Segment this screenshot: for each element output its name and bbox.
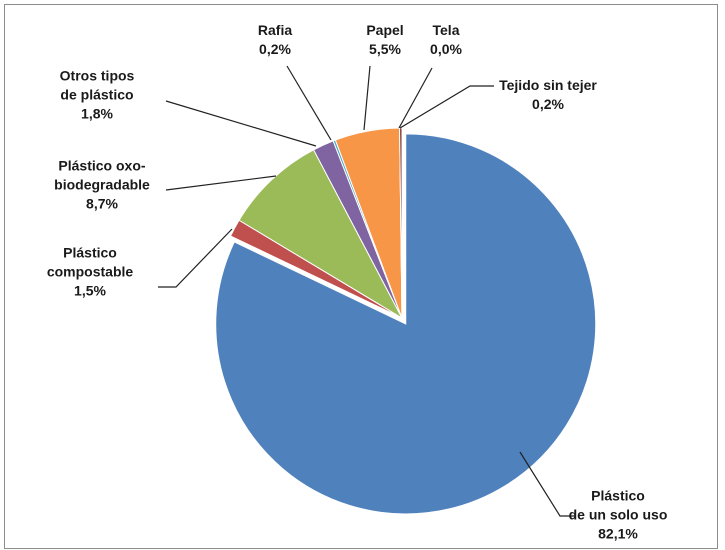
value-label: 0,2% xyxy=(532,96,564,112)
leader-line xyxy=(399,85,494,129)
value-label: 8,7% xyxy=(86,195,118,212)
slice-label: Rafia 0,2% xyxy=(258,21,292,59)
leader-line xyxy=(158,228,233,288)
chart-frame xyxy=(4,4,718,549)
value-label: 5,5% xyxy=(369,41,401,57)
value-label: 0,0% xyxy=(430,41,462,57)
leader-line xyxy=(398,67,433,129)
category-label: Tela xyxy=(432,22,460,38)
slice-label: Plástico de un solo uso 82,1% xyxy=(569,487,668,544)
leader-line xyxy=(165,175,277,191)
leader-line xyxy=(519,451,575,517)
category-label: Rafia xyxy=(257,22,293,38)
value-label: 0,2% xyxy=(259,41,291,57)
pie-slice xyxy=(215,133,597,515)
slice-label: Plástico oxo- biodegradable 8,7% xyxy=(54,157,150,214)
category-label: Plástico oxo- biodegradable xyxy=(54,157,150,193)
category-label: Tejido sin tejer xyxy=(499,77,597,93)
slice-label: Otros tipos de plástico 1,8% xyxy=(60,67,135,124)
category-label: Otros tipos de plástico xyxy=(59,67,135,103)
value-label: 82,1% xyxy=(598,525,638,542)
value-label: 1,8% xyxy=(81,105,113,122)
leader-line xyxy=(363,65,371,131)
category-label: Plástico compostable xyxy=(46,244,134,280)
slice-label: Tela 0,0% xyxy=(430,21,462,59)
slice-label: Tejido sin tejer 0,2% xyxy=(499,76,597,114)
category-label: Plástico de un solo uso xyxy=(568,487,668,523)
pie-slice xyxy=(238,149,404,320)
slice-label: Papel 5,5% xyxy=(366,21,403,59)
slice-label: Plástico compostable 1,5% xyxy=(47,244,133,301)
value-label: 1,5% xyxy=(74,282,106,299)
leader-line xyxy=(286,65,332,141)
leader-line xyxy=(165,100,317,147)
category-label: Papel xyxy=(366,22,404,38)
